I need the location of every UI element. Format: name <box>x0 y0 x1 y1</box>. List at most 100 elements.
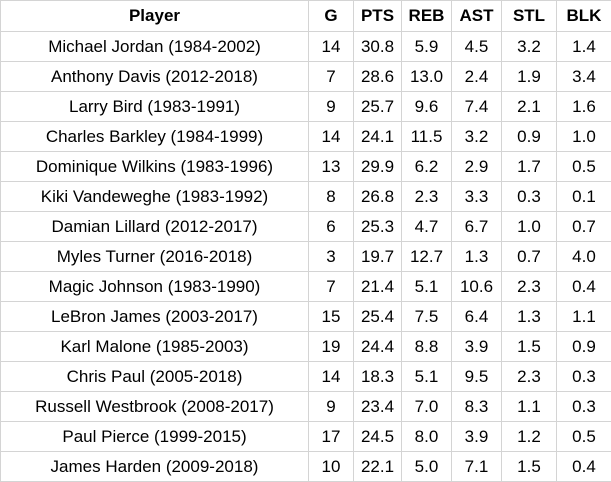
cell-ast: 6.7 <box>452 212 502 242</box>
header-player: Player <box>1 1 309 32</box>
cell-g: 14 <box>309 362 354 392</box>
cell-ast: 1.3 <box>452 242 502 272</box>
cell-player: Michael Jordan (1984-2002) <box>1 32 309 62</box>
cell-pts: 29.9 <box>354 152 402 182</box>
cell-player: LeBron James (2003-2017) <box>1 302 309 332</box>
header-pts: PTS <box>354 1 402 32</box>
cell-g: 14 <box>309 32 354 62</box>
cell-reb: 8.0 <box>402 422 452 452</box>
cell-blk: 1.6 <box>557 92 611 122</box>
cell-ast: 9.5 <box>452 362 502 392</box>
cell-blk: 0.1 <box>557 182 611 212</box>
cell-g: 7 <box>309 62 354 92</box>
cell-stl: 1.2 <box>502 422 557 452</box>
header-row: Player G PTS REB AST STL BLK <box>1 1 611 32</box>
cell-player: Damian Lillard (2012-2017) <box>1 212 309 242</box>
cell-g: 7 <box>309 272 354 302</box>
cell-g: 6 <box>309 212 354 242</box>
cell-blk: 0.3 <box>557 362 611 392</box>
cell-player: Paul Pierce (1999-2015) <box>1 422 309 452</box>
cell-blk: 0.5 <box>557 422 611 452</box>
cell-pts: 21.4 <box>354 272 402 302</box>
cell-pts: 25.7 <box>354 92 402 122</box>
cell-stl: 1.5 <box>502 452 557 482</box>
header-g: G <box>309 1 354 32</box>
cell-player: Kiki Vandeweghe (1983-1992) <box>1 182 309 212</box>
cell-reb: 6.2 <box>402 152 452 182</box>
cell-player: Dominique Wilkins (1983-1996) <box>1 152 309 182</box>
cell-pts: 19.7 <box>354 242 402 272</box>
cell-g: 19 <box>309 332 354 362</box>
cell-pts: 24.4 <box>354 332 402 362</box>
cell-stl: 0.7 <box>502 242 557 272</box>
cell-blk: 0.4 <box>557 272 611 302</box>
cell-reb: 13.0 <box>402 62 452 92</box>
cell-reb: 9.6 <box>402 92 452 122</box>
cell-stl: 0.3 <box>502 182 557 212</box>
cell-player: Charles Barkley (1984-1999) <box>1 122 309 152</box>
cell-reb: 5.0 <box>402 452 452 482</box>
cell-stl: 1.1 <box>502 392 557 422</box>
cell-reb: 12.7 <box>402 242 452 272</box>
cell-ast: 4.5 <box>452 32 502 62</box>
cell-g: 14 <box>309 122 354 152</box>
cell-reb: 11.5 <box>402 122 452 152</box>
cell-ast: 8.3 <box>452 392 502 422</box>
cell-player: James Harden (2009-2018) <box>1 452 309 482</box>
cell-g: 8 <box>309 182 354 212</box>
cell-pts: 24.5 <box>354 422 402 452</box>
cell-reb: 5.9 <box>402 32 452 62</box>
cell-stl: 1.9 <box>502 62 557 92</box>
cell-g: 9 <box>309 392 354 422</box>
cell-g: 9 <box>309 92 354 122</box>
cell-reb: 5.1 <box>402 272 452 302</box>
cell-player: Karl Malone (1985-2003) <box>1 332 309 362</box>
cell-pts: 18.3 <box>354 362 402 392</box>
cell-player: Larry Bird (1983-1991) <box>1 92 309 122</box>
cell-blk: 0.9 <box>557 332 611 362</box>
cell-pts: 25.3 <box>354 212 402 242</box>
cell-ast: 3.9 <box>452 332 502 362</box>
cell-ast: 7.4 <box>452 92 502 122</box>
cell-pts: 25.4 <box>354 302 402 332</box>
cell-blk: 4.0 <box>557 242 611 272</box>
cell-blk: 0.5 <box>557 152 611 182</box>
cell-reb: 7.0 <box>402 392 452 422</box>
cell-player: Myles Turner (2016-2018) <box>1 242 309 272</box>
cell-blk: 0.3 <box>557 392 611 422</box>
cell-g: 10 <box>309 452 354 482</box>
cell-stl: 2.3 <box>502 272 557 302</box>
cell-reb: 4.7 <box>402 212 452 242</box>
cell-ast: 10.6 <box>452 272 502 302</box>
cell-stl: 3.2 <box>502 32 557 62</box>
cell-player: Anthony Davis (2012-2018) <box>1 62 309 92</box>
cell-g: 17 <box>309 422 354 452</box>
cell-ast: 2.9 <box>452 152 502 182</box>
cell-reb: 2.3 <box>402 182 452 212</box>
cell-player: Chris Paul (2005-2018) <box>1 362 309 392</box>
cell-reb: 7.5 <box>402 302 452 332</box>
cell-ast: 3.3 <box>452 182 502 212</box>
cell-ast: 3.9 <box>452 422 502 452</box>
cell-stl: 0.9 <box>502 122 557 152</box>
cell-blk: 0.7 <box>557 212 611 242</box>
cell-blk: 3.4 <box>557 62 611 92</box>
cell-pts: 22.1 <box>354 452 402 482</box>
cell-blk: 0.4 <box>557 452 611 482</box>
cell-ast: 3.2 <box>452 122 502 152</box>
header-blk: BLK <box>557 1 611 32</box>
header-stl: STL <box>502 1 557 32</box>
